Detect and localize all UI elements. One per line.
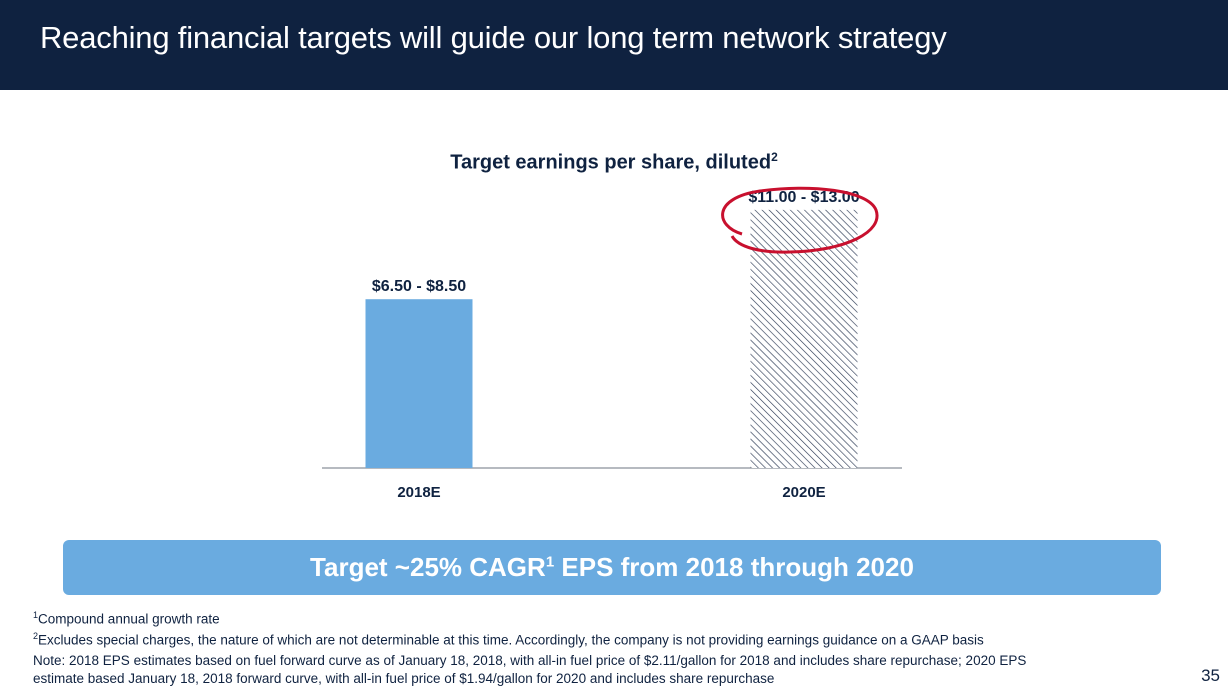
cagr-banner: Target ~25% CAGR1 EPS from 2018 through …: [63, 540, 1161, 595]
category-label-2020e: 2020E: [782, 484, 825, 501]
footnote-1-text: Compound annual growth rate: [38, 611, 220, 627]
chart-title-text: Target earnings per share, diluted: [450, 151, 772, 174]
page-number: 35: [1201, 666, 1220, 685]
banner-text-main: Target ~25% CAGR: [310, 552, 546, 582]
chart-title: Target earnings per share, diluted2: [0, 150, 1228, 175]
footnote-2-ref: 2: [33, 631, 39, 641]
highlight-circle: [721, 186, 879, 254]
eps-bar-chart: $6.50 - $8.50 $11.00 - $13.00 2018E 2020…: [322, 186, 902, 501]
chart-title-footnote-ref: 2: [771, 150, 778, 164]
banner-footnote-ref: 1: [545, 553, 555, 571]
banner-text: Target ~25% CAGR1 EPS from 2018 through …: [310, 552, 914, 583]
bar-2018e: [365, 299, 473, 468]
category-label-2018e: 2018E: [397, 484, 440, 501]
footnote-2-text: Excludes special charges, the nature of …: [38, 632, 984, 648]
header-bar: Reaching financial targets will guide ou…: [0, 0, 1228, 90]
note-line-2: estimate based January 18, 2018 forward …: [33, 671, 775, 686]
bar-2020e: [750, 209, 858, 468]
banner-text-rest: EPS from 2018 through 2020: [554, 552, 914, 582]
footnote-2: 2Excludes special charges, the nature of…: [33, 631, 984, 648]
footnote-1: 1Compound annual growth rate: [33, 610, 220, 627]
note-line-1: Note: 2018 EPS estimates based on fuel f…: [33, 653, 1027, 668]
data-label-2018e: $6.50 - $8.50: [372, 278, 466, 295]
slide-title: Reaching financial targets will guide ou…: [40, 20, 947, 55]
data-label-2020e: $11.00 - $13.00: [748, 189, 859, 206]
footnote-1-ref: 1: [33, 610, 39, 620]
